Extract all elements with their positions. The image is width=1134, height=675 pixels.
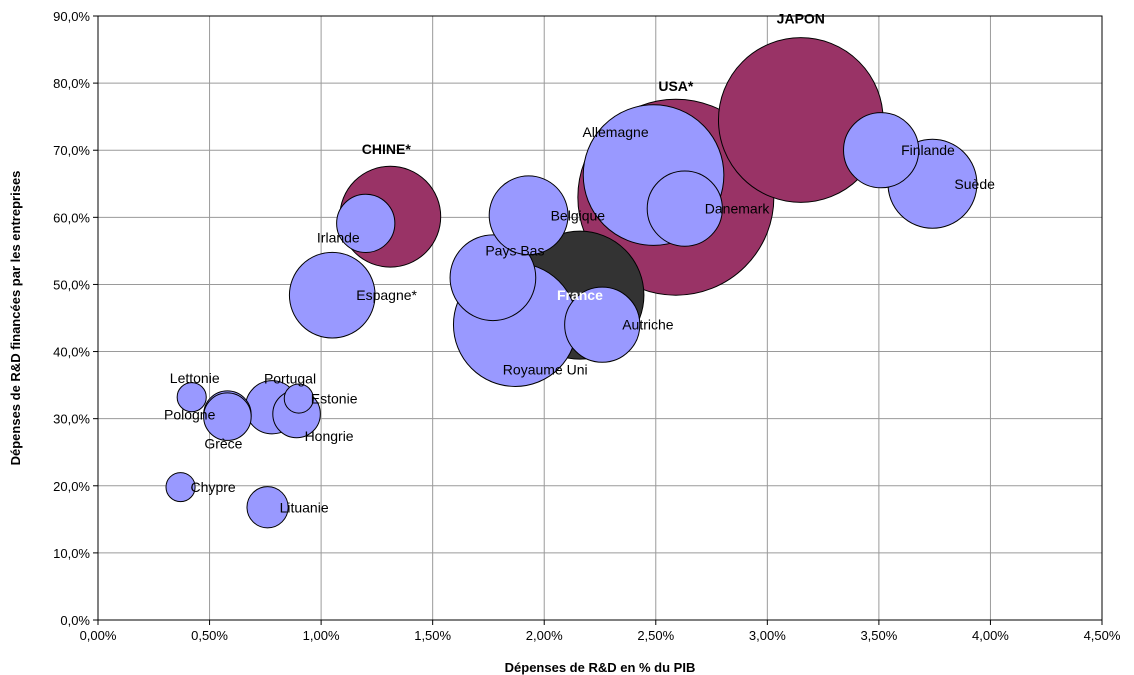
bubble-label-usa: USA* xyxy=(658,78,694,94)
bubble-lettonie xyxy=(176,382,207,413)
x-tick-label: 4,50% xyxy=(1084,628,1121,643)
bubble-label-finlande: Finlande xyxy=(901,142,955,158)
y-tick-label: 20,0% xyxy=(53,479,90,494)
y-axis-ticks: 0,0% 10,0% 20,0% 30,0% 40,0% 50,0% 60,0% 70,0% 8… xyxy=(53,9,98,628)
bubble-label-japon: JAPON xyxy=(777,11,825,27)
bubble-labels: USA* JAPON CHINE* Allemagne France Royaume Un… xyxy=(164,11,995,516)
bubble-irlande xyxy=(336,193,396,253)
y-tick-label: 70,0% xyxy=(53,143,90,158)
x-tick-label: 4,00% xyxy=(972,628,1009,643)
bubble-label-portugal: Portugal xyxy=(264,370,316,386)
bubble-label-irlande: Irlande xyxy=(317,229,360,245)
x-tick-label: 3,00% xyxy=(749,628,786,643)
bubble-label-lettonie: Lettonie xyxy=(170,370,220,386)
y-tick-label: 40,0% xyxy=(53,345,90,360)
x-tick-label: 2,50% xyxy=(637,628,674,643)
bubble-label-chypre: Chypre xyxy=(191,479,236,495)
y-tick-label: 10,0% xyxy=(53,546,90,561)
y-tick-label: 0,0% xyxy=(60,613,90,628)
bubble-label-france: France xyxy=(557,287,603,303)
x-tick-label: 2,00% xyxy=(526,628,563,643)
bubble-label-su-de: Suède xyxy=(954,176,995,192)
plot-area-frame xyxy=(97,15,1103,621)
x-tick-label: 1,00% xyxy=(303,628,340,643)
bubble-label-estonie: Estonie xyxy=(311,391,358,407)
bubble-finlande xyxy=(843,112,920,189)
bubble-label-autriche: Autriche xyxy=(622,317,674,333)
bubble-label-hongrie: Hongrie xyxy=(305,428,354,444)
bubble-chypre xyxy=(165,472,196,503)
y-tick-label: 80,0% xyxy=(53,76,90,91)
bubble-label-gr-ce: Grèce xyxy=(204,436,242,452)
bubble-label-espagne: Espagne* xyxy=(356,287,417,303)
y-axis-title: Dépenses de R&D financées par les entrep… xyxy=(8,171,23,466)
x-tick-label: 0,00% xyxy=(80,628,117,643)
bubbles xyxy=(165,37,978,529)
bubble-lituanie xyxy=(246,486,289,529)
bubble-label-royaume-uni: Royaume Uni xyxy=(503,362,588,378)
bubble-danemark xyxy=(646,170,723,247)
bubble-label-pays-bas: Pays Bas xyxy=(485,243,544,259)
y-tick-label: 50,0% xyxy=(53,277,90,292)
bubble-label-lituanie: Lituanie xyxy=(280,499,329,515)
x-axis-title: Dépenses de R&D en % du PIB xyxy=(505,660,696,675)
bubble-label-chine: CHINE* xyxy=(362,141,412,157)
bubble-label-pologne: Pologne xyxy=(164,407,216,423)
bubble-gr-ce xyxy=(203,392,252,441)
y-tick-label: 30,0% xyxy=(53,412,90,427)
bubble-pays-bas xyxy=(449,234,537,322)
bubble-belgique xyxy=(488,175,569,256)
x-tick-label: 1,50% xyxy=(414,628,451,643)
bubble-label-belgique: Belgique xyxy=(551,207,606,223)
bubble-estonie xyxy=(283,383,314,414)
bubble-autriche xyxy=(564,286,641,363)
y-tick-label: 60,0% xyxy=(53,210,90,225)
bubble-label-allemagne: Allemagne xyxy=(582,124,648,140)
x-tick-label: 0,50% xyxy=(191,628,228,643)
y-tick-label: 90,0% xyxy=(53,9,90,24)
x-axis-ticks: 0,00% 0,50% 1,00% 1,50% 2,00% 2,50% 3,00% 3,50%… xyxy=(80,620,1121,643)
bubble-espagne xyxy=(288,251,376,339)
bubble-label-danemark: Danemark xyxy=(705,201,771,217)
x-tick-label: 3,50% xyxy=(860,628,897,643)
